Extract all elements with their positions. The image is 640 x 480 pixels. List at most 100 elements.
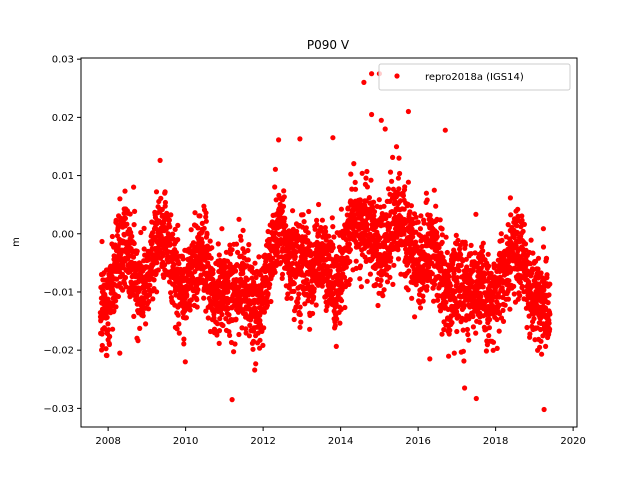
data-point [233, 316, 239, 322]
data-point [468, 242, 474, 248]
data-point [377, 282, 383, 288]
data-point [369, 111, 375, 118]
data-point [511, 283, 517, 289]
data-point [187, 302, 193, 309]
data-point [154, 260, 160, 266]
data-point [485, 251, 491, 257]
data-point [352, 186, 359, 192]
data-point [513, 243, 519, 249]
data-point [545, 300, 551, 306]
data-point [409, 295, 415, 301]
data-point [228, 251, 234, 257]
data-point [327, 268, 333, 274]
data-point [281, 194, 287, 200]
data-point [486, 263, 492, 269]
data-point [346, 241, 352, 247]
data-point [330, 245, 336, 251]
data-point [246, 333, 252, 339]
data-point [410, 234, 416, 240]
data-point [438, 266, 444, 272]
data-point [480, 248, 486, 254]
data-point [175, 312, 181, 318]
data-point [140, 313, 146, 319]
data-point [232, 341, 238, 347]
y-tick-label: 0.00 [52, 229, 74, 240]
data-point [427, 212, 433, 218]
data-point [279, 208, 285, 214]
data-point [284, 295, 290, 301]
data-point [137, 325, 143, 331]
data-point [205, 315, 211, 321]
data-point [431, 187, 437, 193]
data-point [538, 338, 544, 344]
data-point [151, 277, 157, 283]
data-point [253, 274, 259, 281]
data-point [253, 361, 259, 367]
data-point [412, 314, 418, 320]
data-point [249, 265, 255, 271]
data-point [316, 232, 322, 238]
data-point [427, 356, 433, 362]
data-point [297, 136, 303, 142]
data-point [436, 245, 442, 251]
data-point [417, 305, 424, 311]
data-point [204, 231, 210, 237]
data-point [104, 314, 110, 320]
data-point [319, 217, 325, 223]
data-point [473, 211, 479, 217]
data-point [257, 317, 263, 324]
data-point [146, 298, 152, 305]
data-point [245, 257, 251, 263]
data-point [323, 307, 329, 313]
data-point [401, 231, 407, 237]
data-point [434, 234, 440, 240]
data-point [247, 322, 253, 328]
data-point [502, 302, 508, 308]
data-point [277, 260, 284, 266]
data-point [454, 309, 460, 315]
data-point [199, 220, 205, 226]
data-point [473, 395, 479, 402]
data-point [131, 222, 137, 228]
data-point [269, 255, 276, 261]
data-point [454, 280, 460, 286]
data-point [111, 308, 117, 314]
data-point [447, 283, 454, 289]
data-point [363, 175, 369, 181]
data-point [282, 215, 288, 221]
data-point [395, 247, 401, 253]
data-point [176, 261, 182, 267]
data-point [364, 168, 370, 175]
data-point [122, 188, 128, 194]
data-point [420, 298, 426, 304]
data-point [528, 237, 534, 243]
data-point [113, 298, 119, 304]
data-point [257, 337, 263, 343]
data-point [538, 270, 544, 276]
data-point [473, 330, 479, 336]
data-point [380, 293, 386, 299]
data-point [447, 327, 453, 333]
data-point [458, 252, 464, 258]
data-point [535, 275, 541, 281]
data-point [296, 291, 302, 297]
data-point [167, 242, 173, 248]
data-point [314, 222, 320, 228]
data-point [401, 206, 407, 212]
data-point [499, 237, 505, 243]
data-point [505, 222, 511, 228]
data-point [386, 264, 392, 270]
data-point [387, 169, 394, 175]
y-tick-label: −0.03 [43, 404, 74, 415]
data-point [541, 287, 547, 293]
legend-marker [394, 73, 400, 79]
data-point [279, 275, 285, 281]
data-point [376, 197, 382, 203]
data-point [157, 157, 163, 163]
data-point [128, 229, 134, 236]
data-point [214, 321, 220, 327]
data-point [519, 283, 526, 290]
data-point [125, 249, 131, 255]
data-point [115, 293, 121, 300]
data-point [461, 304, 467, 310]
